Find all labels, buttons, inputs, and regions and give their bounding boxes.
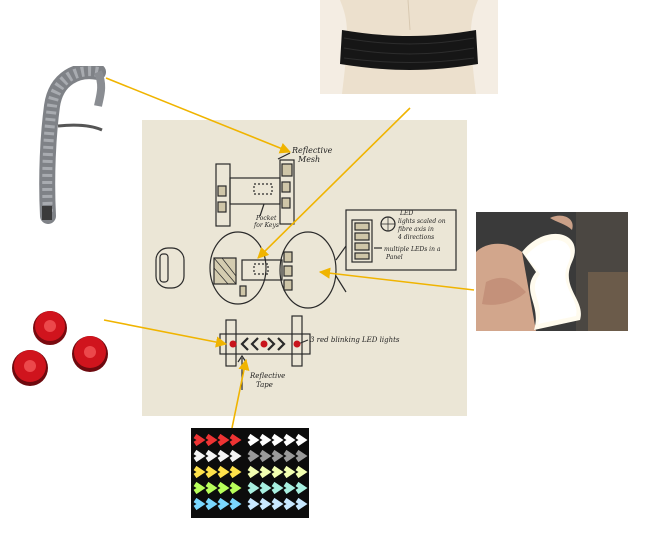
label-panel-6: Panel <box>385 254 403 261</box>
label-pocket-2: for Keys <box>253 222 279 229</box>
label-panel-1: LED <box>399 210 413 217</box>
label-mesh-1: Reflective <box>291 146 333 155</box>
sketch-drawing: Reflective Mesh Pocket for Keys LED ligh… <box>142 120 467 416</box>
chevron-right-marks <box>267 337 286 351</box>
red-led-left <box>229 340 237 348</box>
label-panel-2: lights scaled on <box>398 218 446 225</box>
red-reflectors-photo <box>8 306 118 398</box>
elastic-belt-photo <box>320 0 498 94</box>
side-band <box>155 247 185 289</box>
belt-image <box>320 0 498 94</box>
light-panel-image <box>476 212 628 331</box>
label-tape-1: Reflective <box>249 372 285 380</box>
chevron-left-marks <box>240 337 259 351</box>
label-panel-5: multiple LEDs in a <box>384 246 441 253</box>
mesh-strap-image <box>38 66 106 224</box>
red-led-center <box>260 340 268 348</box>
label-blink: 3 red blinking LED lights <box>310 336 400 344</box>
reflective-mesh-strap-photo <box>38 66 106 224</box>
label-mesh-2: Mesh <box>297 155 320 164</box>
left-loop <box>209 231 267 305</box>
label-pocket-1: Pocket <box>255 215 277 222</box>
label-tape-2: Tape <box>256 381 273 389</box>
reflectors-image <box>8 306 118 398</box>
chevron-tape-image <box>191 428 309 518</box>
label-panel-4: 4 directions <box>397 234 434 241</box>
reflective-mesh-patch <box>281 163 293 177</box>
red-led-right <box>293 340 301 348</box>
center-band <box>241 259 283 281</box>
reflective-tape-photo <box>191 428 309 518</box>
sketch-paper <box>142 120 467 416</box>
flexible-light-panel-photo <box>476 212 628 331</box>
design-sketch: Reflective Mesh Pocket for Keys LED ligh… <box>142 120 467 416</box>
bottom-strap-right <box>291 315 303 367</box>
label-panel-3: fibre axis in <box>397 226 434 233</box>
